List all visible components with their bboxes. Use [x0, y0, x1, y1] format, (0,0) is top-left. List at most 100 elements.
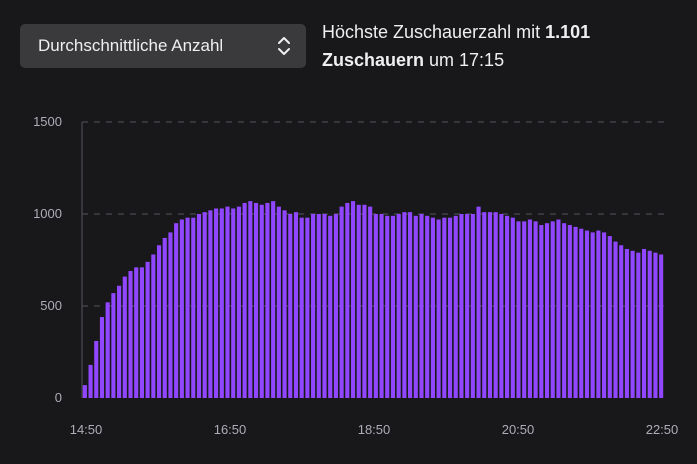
bar	[128, 271, 133, 398]
bar	[253, 202, 259, 398]
bar	[510, 217, 515, 398]
bar	[122, 276, 127, 398]
bar	[282, 210, 287, 398]
bar	[596, 230, 601, 398]
bar	[196, 214, 202, 398]
bar	[482, 212, 487, 398]
grid-lines	[81, 121, 664, 398]
bar	[316, 214, 321, 398]
y-tick-label: 500	[40, 298, 62, 313]
bar	[476, 206, 481, 398]
bar	[174, 223, 179, 398]
bar	[573, 226, 578, 398]
bar	[362, 204, 367, 398]
bar	[562, 223, 567, 398]
bar	[333, 214, 338, 398]
bar	[271, 201, 276, 398]
bar	[236, 206, 241, 398]
metric-dropdown-label: Durchschnittliche Anzahl	[38, 36, 224, 55]
bar	[248, 201, 253, 398]
bar	[613, 241, 618, 398]
bar	[94, 340, 99, 398]
chevron-up-down-icon	[278, 37, 290, 55]
bar	[465, 214, 470, 398]
x-tick-label: 20:50	[502, 422, 535, 437]
x-tick-label: 18:50	[358, 422, 391, 437]
bar	[385, 215, 390, 398]
bar	[522, 221, 527, 398]
viewer-bar-chart: 0 500 1000 1500 14:50 16:50 18:50 20:50 22:50	[33, 114, 678, 437]
peak-unit: Zuschauern	[322, 50, 425, 70]
bar	[345, 202, 350, 398]
bar	[590, 232, 595, 398]
bar	[117, 285, 122, 398]
bar	[413, 215, 418, 398]
bar	[602, 232, 607, 398]
bar	[293, 212, 299, 398]
bar	[202, 212, 207, 398]
bar	[305, 217, 310, 398]
peak-value: 1.101	[545, 22, 591, 42]
bar	[408, 212, 413, 398]
bar	[191, 217, 196, 398]
bar	[624, 248, 629, 398]
bar	[151, 254, 156, 398]
bar	[636, 252, 641, 398]
bar	[242, 202, 247, 398]
bar	[339, 206, 344, 398]
bar	[356, 204, 361, 398]
bar	[619, 245, 624, 398]
bar	[533, 221, 538, 398]
bars	[82, 201, 664, 398]
bar	[447, 217, 453, 398]
bar	[379, 214, 384, 398]
bar	[156, 245, 162, 398]
bar	[499, 214, 504, 398]
bar	[328, 215, 333, 398]
metric-dropdown[interactable]: Durchschnittliche Anzahl	[20, 24, 306, 68]
bar	[105, 302, 110, 398]
bar	[145, 261, 150, 398]
bar	[179, 219, 184, 398]
bar	[208, 210, 213, 398]
y-tick-label: 1500	[33, 114, 62, 129]
bar	[402, 212, 407, 398]
bar	[88, 364, 93, 398]
bar	[311, 214, 316, 398]
bar	[288, 214, 293, 398]
bar	[459, 214, 464, 398]
bar	[470, 214, 475, 398]
x-tick-label: 16:50	[214, 422, 247, 437]
bar	[436, 219, 441, 398]
bar	[647, 250, 652, 398]
bar	[322, 214, 327, 398]
bar	[390, 215, 396, 398]
bar	[584, 230, 590, 398]
bar	[527, 219, 532, 398]
bar	[368, 206, 373, 398]
peak-viewers-summary: Höchste Zuschauerzahl mit 1.101 Zuschaue…	[322, 18, 682, 74]
y-tick-label: 0	[55, 390, 62, 405]
bar	[185, 217, 190, 398]
bar	[373, 214, 378, 398]
bar	[430, 217, 435, 398]
bar	[350, 201, 356, 398]
bar	[544, 223, 550, 398]
bar	[299, 217, 304, 398]
bar	[419, 214, 424, 398]
bar	[516, 221, 521, 398]
bar	[139, 267, 144, 398]
bar	[659, 254, 664, 398]
bar	[641, 248, 647, 398]
bar	[82, 385, 87, 398]
bar	[487, 212, 493, 398]
bar	[653, 252, 658, 398]
bar	[276, 206, 281, 398]
bar	[567, 225, 572, 398]
bar	[607, 236, 612, 398]
bar	[539, 225, 544, 398]
bar	[214, 208, 219, 398]
bar	[630, 250, 635, 398]
bar	[134, 267, 139, 398]
bar	[493, 212, 498, 398]
